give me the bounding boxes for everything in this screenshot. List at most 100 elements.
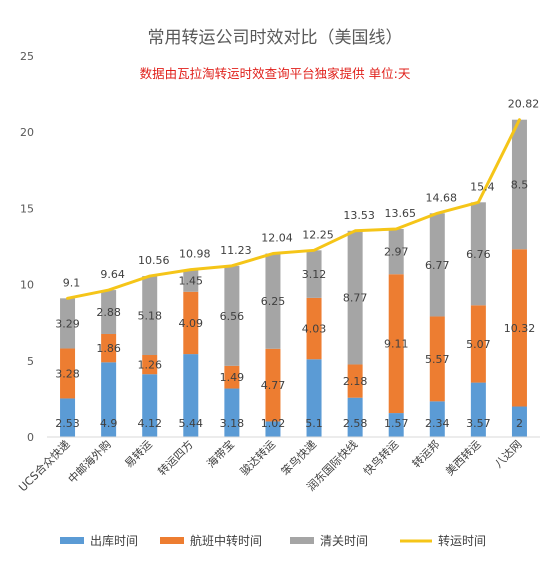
category-label: 转运四方 [155,437,196,478]
segment-value-label: 4.77 [261,379,286,392]
bar-segment [224,265,240,366]
total-value-label: 13.65 [384,207,416,220]
total-labels: 9.1 9.64 10.56 10.98 11.23 12.04 12.25 13.53 13.… [63,98,539,290]
legend-label: 航班中转时间 [190,533,262,548]
segment-value-label: 1.49 [220,371,245,384]
y-axis: 0 5 10 15 20 25 [20,50,34,444]
segment-value-label: 4.03 [302,323,327,336]
segment-value-label: 6.76 [466,248,491,261]
total-value-label: 9.1 [63,276,81,289]
segment-value-label: 10.32 [504,322,536,335]
segment-value-label: 1.86 [96,342,121,355]
legend: 出库时间 航班中转时间 清关时间 转运时间 [60,533,486,548]
segment-value-label: 5.07 [466,338,491,351]
bar-segment [470,382,486,437]
chart-title: 常用转运公司时效对比（美国线） [148,28,403,48]
bar-segment [101,362,117,437]
segment-value-label: 5.18 [137,310,162,323]
chart-subtitle: 数据由瓦拉淘转运时效查询平台独家提供 单位:天 [140,66,411,81]
segment-value-label: 8.5 [511,178,529,191]
bar-segment [265,421,281,437]
bar-segment [306,297,322,360]
bar-segment [511,119,527,250]
total-value-label: 14.68 [426,191,458,204]
bar-segment [142,355,158,375]
bar-segment [60,348,76,399]
category-label: 易转运 [122,437,155,470]
bar-segment [306,359,322,437]
segment-value-label: 5.1 [305,417,323,430]
segment-value-label: 5.44 [179,417,204,430]
segment-value-label: 3.12 [302,268,327,281]
total-value-label: 11.23 [220,244,252,257]
bar-segment [511,249,527,407]
bar-segment [388,274,404,414]
bar-segment [265,348,281,422]
bar-segment [183,291,199,355]
bar-segment [60,398,76,437]
category-label: 中邮海外购 [65,437,114,486]
total-value-label: 20.82 [508,98,540,111]
bar-segment [224,388,240,437]
transit-line [66,118,521,300]
legend-label: 转运时间 [438,533,486,548]
segment-value-label: 2.58 [343,417,368,430]
segment-value-label: 3.57 [466,417,491,430]
segment-value-label: 5.57 [425,353,450,366]
transit-time-line [66,118,521,300]
segment-value-label: 4.09 [179,317,204,330]
segment-value-label: 1.02 [261,417,286,430]
bar-segment [183,354,199,437]
legend-label: 清关时间 [320,534,368,548]
segment-value-label: 6.25 [261,295,286,308]
segment-labels: 2.53 3.28 3.29 4.9 1.86 2.88 4.12 1.26 5.18 5.44 4… [55,178,535,430]
category-label: UCS合众快递 [16,437,73,494]
bar-segment [347,364,363,398]
bar-segment [347,230,363,365]
bar-segment [511,406,527,437]
total-value-label: 10.56 [138,254,170,267]
category-label: 骏达转运 [237,437,278,478]
segment-value-label: 9.11 [384,338,409,351]
legend-swatch [290,537,314,544]
bar-segment [306,250,322,298]
segment-value-label: 4.12 [137,417,162,430]
segment-value-label: 3.18 [220,417,245,430]
bar-segment [429,401,445,437]
bar-segment [470,305,486,383]
y-tick-label: 25 [20,50,34,63]
category-label: 八达网 [492,438,525,471]
legend-label: 出库时间 [90,533,138,548]
total-value-label: 12.25 [302,228,334,241]
y-tick-label: 15 [20,202,34,215]
bar-segment [470,202,486,306]
bar-segment [183,269,199,292]
legend-swatch [60,537,84,544]
category-label: 笨鸟快递 [278,437,319,478]
y-tick-label: 10 [20,279,34,292]
bar-segment [60,298,76,349]
segment-value-label: 3.29 [55,317,80,330]
segment-value-label: 2.53 [55,417,80,430]
total-value-label: 10.98 [179,248,211,261]
segment-value-label: 6.77 [425,259,450,272]
category-label: 海带宝 [204,437,237,470]
bar-segment [388,413,404,437]
segment-value-label: 1.57 [384,417,409,430]
y-tick-label: 0 [27,431,34,444]
segment-value-label: 3.28 [55,367,80,380]
bar-segment [429,213,445,317]
total-value-label: 12.04 [261,232,293,245]
bars [60,119,527,437]
segment-value-label: 2.34 [425,417,450,430]
bar-segment [142,374,158,437]
segment-value-label: 6.56 [220,310,245,323]
segment-value-label: 1.26 [137,359,162,372]
y-tick-label: 20 [20,126,34,139]
bar-segment [429,316,445,402]
bar-segment [224,365,240,389]
y-tick-label: 5 [27,355,34,368]
segment-value-label: 2 [516,417,523,430]
